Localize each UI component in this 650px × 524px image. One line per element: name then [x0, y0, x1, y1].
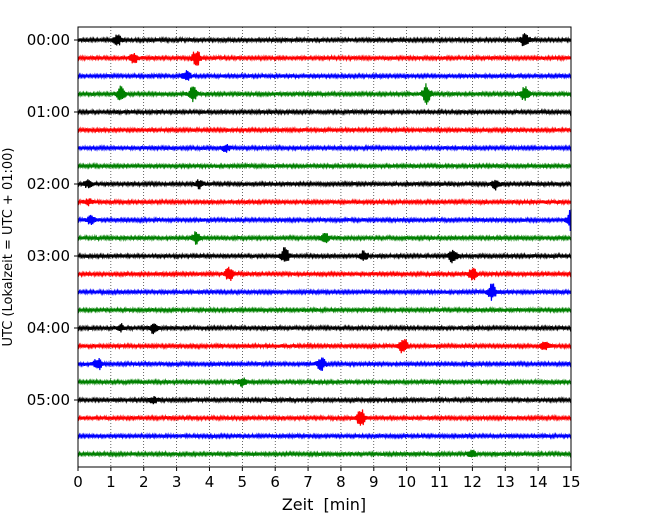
trace-line [77, 143, 572, 153]
y-tick-label: 01:00 [27, 103, 70, 121]
trace-line [77, 283, 572, 301]
y-tick-label: 00:00 [27, 31, 70, 49]
trace-line [77, 83, 572, 105]
trace-line [77, 409, 572, 426]
x-tick-label: 13 [496, 473, 515, 491]
y-tick-label: 03:00 [27, 247, 70, 265]
y-axis-label: UTC (Lokalzeit = UTC + 01:00) [1, 148, 16, 347]
trace-line [77, 357, 572, 371]
x-tick-label: 2 [139, 473, 149, 491]
x-tick-label: 5 [238, 473, 248, 491]
trace-line [77, 323, 572, 335]
trace-line [77, 51, 572, 66]
trace-line [77, 197, 572, 207]
y-tick-label: 02:00 [27, 175, 70, 193]
y-axis: 00:00 01:00 02:00 03:00 04:00 05:00 [27, 31, 78, 409]
x-tick-label: 6 [270, 473, 280, 491]
trace-line [77, 377, 572, 388]
trace-line [77, 449, 572, 459]
x-tick-label: 10 [397, 473, 416, 491]
y-tick-label: 05:00 [27, 391, 70, 409]
trace-line [77, 339, 572, 354]
plot-frame [77, 26, 572, 468]
trace-line [77, 161, 572, 170]
trace-line [77, 125, 572, 135]
x-tick-label: 12 [463, 473, 482, 491]
x-tick-label: 0 [73, 473, 83, 491]
trace-line [77, 231, 572, 245]
x-tick-label: 4 [205, 473, 215, 491]
trace-line [77, 70, 572, 81]
trace-line [77, 179, 572, 191]
x-tick-label: 11 [430, 473, 449, 491]
x-tick-label: 1 [106, 473, 116, 491]
x-axis-label: Zeit [min] [282, 495, 366, 514]
trace-line [77, 33, 572, 47]
x-tick-label: 3 [172, 473, 182, 491]
x-tick-label: 8 [336, 473, 346, 491]
trace-group [77, 33, 572, 459]
trace-line [77, 432, 572, 441]
trace-line [77, 266, 572, 281]
x-tick-label: 7 [303, 473, 313, 491]
trace-line [77, 107, 572, 117]
grid-lines [110, 27, 539, 467]
y-tick-label: 04:00 [27, 319, 70, 337]
x-tick-label: 15 [561, 473, 580, 491]
trace-line [77, 395, 572, 405]
x-tick-label: 14 [529, 473, 548, 491]
x-tick-label: 9 [369, 473, 379, 491]
x-axis: 0 1 2 3 4 5 6 7 8 9 10 11 12 13 14 15 [73, 467, 581, 491]
trace-line [77, 305, 572, 315]
trace-line [77, 209, 572, 232]
trace-line [77, 247, 572, 264]
